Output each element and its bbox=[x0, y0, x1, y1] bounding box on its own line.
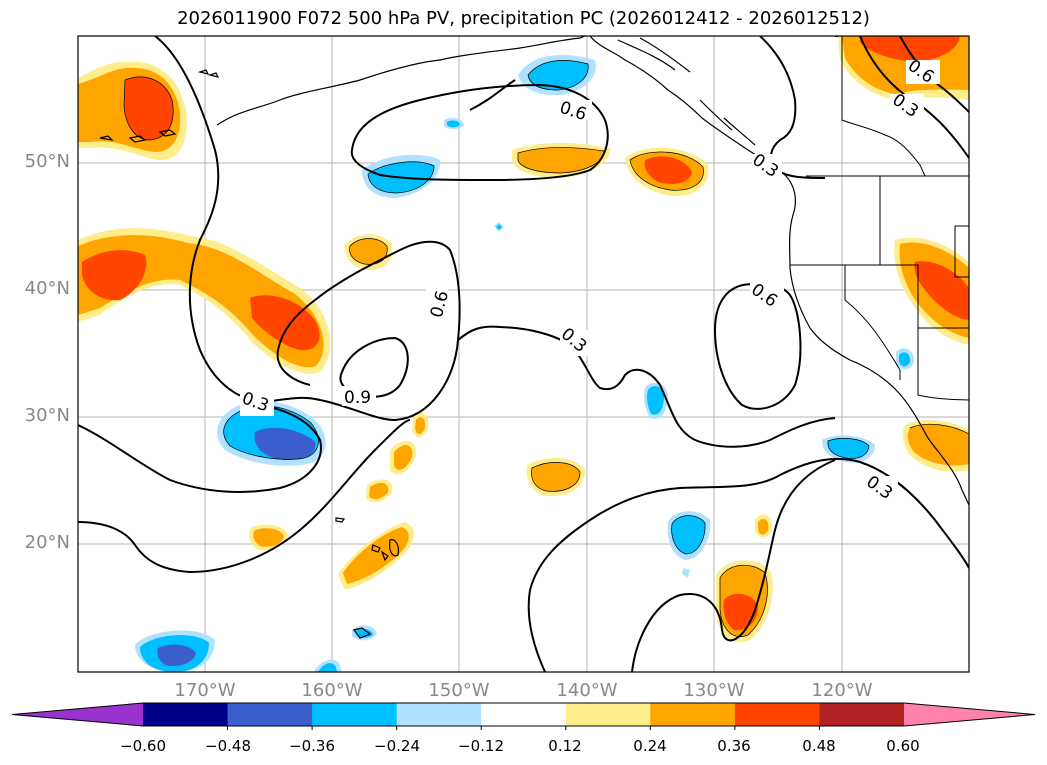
lat-label-20n: 20°N bbox=[24, 532, 70, 553]
colorbar-extend-low bbox=[12, 703, 143, 726]
colorbar-tick: 0.60 bbox=[886, 737, 920, 755]
lon-label-130w: 130°W bbox=[683, 680, 745, 701]
colorbar-swatch bbox=[565, 703, 651, 726]
colorbar-tick: 0.48 bbox=[802, 737, 836, 755]
lon-label-140w: 140°W bbox=[556, 680, 618, 701]
colorbar-tick: −0.60 bbox=[120, 737, 166, 755]
lon-label-150w: 150°W bbox=[428, 680, 490, 701]
colorbar-swatch bbox=[650, 703, 736, 726]
coastlines bbox=[99, 36, 969, 639]
lat-label-30n: 30°N bbox=[24, 405, 70, 426]
colorbar-outline bbox=[11, 702, 1036, 727]
lon-label-120w: 120°W bbox=[811, 680, 873, 701]
colorbar-swatch bbox=[734, 703, 820, 726]
map-area bbox=[78, 36, 969, 672]
lon-label-160w: 160°W bbox=[301, 680, 363, 701]
colorbar-tick: 0.24 bbox=[633, 737, 667, 755]
precip-positive-fills bbox=[78, 36, 969, 643]
pv-contours bbox=[78, 36, 969, 672]
colorbar-tick: −0.12 bbox=[458, 737, 504, 755]
colorbar-swatch bbox=[396, 703, 482, 726]
colorbar-swatch bbox=[227, 703, 313, 726]
map-border bbox=[77, 35, 970, 673]
lon-label-170w: 170°W bbox=[174, 680, 236, 701]
lat-label-50n: 50°N bbox=[24, 151, 70, 172]
lat-label-40n: 40°N bbox=[24, 278, 70, 299]
colorbar-tick: −0.48 bbox=[205, 737, 251, 755]
contour-labels: 0.6 0.6 0.6 0.6 0.3 0.3 0.3 0.9 0.3 0.3 bbox=[239, 56, 940, 504]
colorbar-tick: −0.24 bbox=[374, 737, 420, 755]
contour-label: 0.9 bbox=[344, 388, 371, 408]
borders bbox=[790, 36, 969, 401]
colorbar-extend-high bbox=[904, 703, 1035, 726]
map-title: 2026011900 F072 500 hPa PV, precipitatio… bbox=[177, 8, 870, 29]
colorbar-tick: 0.12 bbox=[548, 737, 582, 755]
colorbar-swatch bbox=[481, 703, 567, 726]
colorbar-tick: 0.36 bbox=[717, 737, 751, 755]
fill-outlines bbox=[123, 60, 969, 637]
colorbar-swatch bbox=[143, 703, 229, 726]
colorbar-tick: −0.36 bbox=[289, 737, 335, 755]
colorbar-swatch bbox=[312, 703, 398, 726]
colorbar bbox=[11, 702, 1036, 730]
colorbar-swatch bbox=[819, 703, 905, 726]
